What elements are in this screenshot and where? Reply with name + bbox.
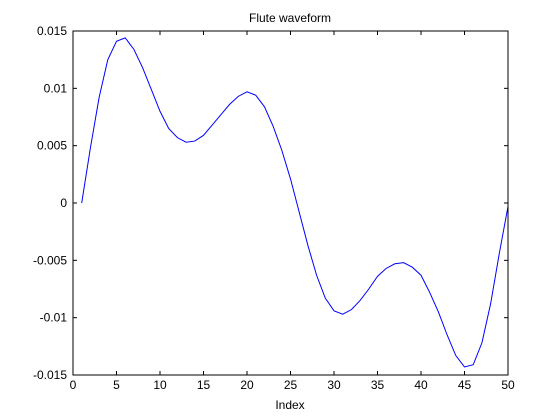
x-tick-label: 25 bbox=[284, 378, 298, 392]
x-tick-label: 50 bbox=[501, 378, 515, 392]
x-tick-label: 30 bbox=[327, 378, 341, 392]
x-tick-label: 15 bbox=[197, 378, 211, 392]
x-tick-label: 40 bbox=[414, 378, 428, 392]
chart-title: Flute waveform bbox=[249, 11, 331, 25]
plot-area bbox=[73, 31, 508, 375]
y-tick-label: 0.015 bbox=[37, 24, 67, 38]
x-tick-label: 5 bbox=[113, 378, 120, 392]
y-tick-label: 0 bbox=[60, 196, 67, 210]
x-tick-label: 0 bbox=[70, 378, 77, 392]
x-tick-label: 10 bbox=[153, 378, 167, 392]
x-tick-label: 35 bbox=[371, 378, 385, 392]
y-tick-label: 0.01 bbox=[44, 81, 68, 95]
y-tick-label: -0.005 bbox=[33, 253, 67, 267]
y-tick-label: 0.005 bbox=[37, 139, 67, 153]
x-tick-label: 45 bbox=[458, 378, 472, 392]
series-line bbox=[81, 37, 509, 368]
y-tick-label: -0.015 bbox=[33, 368, 67, 382]
y-tick-label: -0.01 bbox=[40, 311, 68, 325]
x-tick-label: 20 bbox=[240, 378, 254, 392]
y-tick-labels: 0.015 0.01 0.005 0 -0.005 -0.01 -0.015 bbox=[33, 24, 67, 382]
axes-box bbox=[72, 30, 509, 376]
x-axis-label: Index bbox=[275, 398, 304, 412]
x-tick-labels: 0 5 10 15 20 25 30 35 40 45 50 bbox=[70, 378, 515, 392]
